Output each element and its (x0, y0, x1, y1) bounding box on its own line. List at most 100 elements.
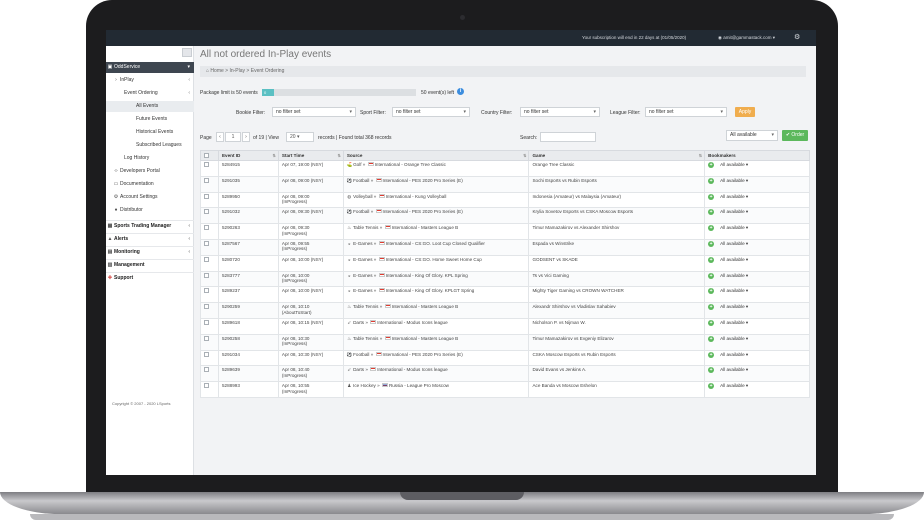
search-input[interactable] (540, 132, 596, 142)
table-row[interactable]: 5290258 Apr 08, 10:30 (InProgress) ♨ Table … (200, 333, 810, 351)
sidebar-item-distributor[interactable]: ● Distributor (106, 205, 194, 216)
table-row[interactable]: 5291035 Apr 08, 09:00 (NSY) ⚽ Football » I… (200, 175, 810, 193)
add-icon[interactable]: + (708, 225, 715, 232)
info-icon[interactable]: i (457, 88, 464, 95)
sidebar-item-oddservice[interactable]: ▣ OddService ▾ (106, 62, 194, 73)
row-checkbox[interactable] (200, 223, 219, 240)
column-start-time[interactable]: Start Time ⇅ (277, 150, 344, 161)
add-icon[interactable]: + (708, 209, 715, 216)
row-checkbox[interactable] (200, 286, 219, 304)
row-checkbox[interactable] (200, 381, 219, 398)
row-checkbox[interactable] (200, 317, 219, 335)
add-icon[interactable]: + (708, 351, 715, 358)
column-game[interactable]: Game ⇅ (528, 150, 706, 161)
bookmakers-select[interactable]: All available ▾ (720, 240, 749, 246)
row-checkbox[interactable] (200, 270, 219, 288)
table-row[interactable]: 5284915 Apr 07, 19:00 (NSY) ⛳ Golf » Inter… (200, 160, 810, 177)
sport-filter-select[interactable]: no filter set ▾ (392, 107, 470, 117)
bookmakers-select[interactable]: All available ▾ (720, 225, 749, 231)
sidebar-item-support[interactable]: ✚ Support (106, 272, 194, 283)
row-checkbox[interactable] (200, 365, 219, 383)
row-checkbox[interactable] (200, 175, 219, 193)
add-icon[interactable]: + (708, 367, 715, 374)
row-checkbox[interactable] (200, 349, 219, 367)
add-icon[interactable]: + (708, 383, 715, 390)
bookmakers-select[interactable]: All available ▾ (720, 177, 749, 183)
bookie-filter-select[interactable]: no filter set ▾ (272, 107, 356, 117)
add-icon[interactable]: + (708, 177, 715, 184)
table-row[interactable]: 5287567 Apr 08, 09:55 (InProgress) ◒ E-Game… (200, 238, 810, 256)
row-checkbox[interactable] (200, 254, 219, 272)
table-row[interactable]: 5289639 Apr 08, 10:40 (InProgress) ➶ Darts … (200, 365, 810, 383)
column-event-id[interactable]: Event ID ⇅ (217, 150, 279, 161)
availability-select[interactable]: All available ▾ (726, 130, 778, 141)
country-filter-select[interactable]: no filter set ▾ (520, 107, 600, 117)
breadcrumb-inplay[interactable]: In-Play (229, 68, 246, 74)
sidebar-item-subscribed-leagues[interactable]: Subscribed Leagues (136, 142, 182, 148)
add-icon[interactable]: + (708, 272, 715, 279)
add-icon[interactable]: + (708, 319, 715, 326)
view-count-select[interactable]: 20 ▾ (286, 132, 314, 142)
table-row[interactable]: 5291032 Apr 08, 09:30 (NSY) ⚽ Football » I… (200, 207, 810, 225)
add-icon[interactable]: + (708, 256, 715, 263)
table-row[interactable]: 5288993 Apr 08, 10:55 (InProgress) ♟ Ice Ho… (200, 381, 810, 398)
sidebar-item-sports-trading-manager[interactable]: ▦ Sports Trading Manager ‹ (106, 220, 194, 231)
table-row[interactable]: 5289950 Apr 08, 09:00 (InProgress) ◍ Volley… (200, 191, 810, 209)
sidebar-item-inplay[interactable]: › InPlay ‹ (106, 75, 194, 86)
add-icon[interactable]: + (708, 240, 715, 247)
next-page-button[interactable]: › (242, 132, 250, 142)
bookmakers-select[interactable]: All available ▾ (720, 383, 749, 389)
select-all-checkbox[interactable] (200, 150, 219, 161)
row-checkbox[interactable] (200, 207, 219, 225)
bookmakers-select[interactable]: All available ▾ (720, 209, 749, 215)
sidebar-item-all-events[interactable]: All Events (106, 101, 194, 112)
bookmakers-select[interactable]: All available ▾ (720, 367, 749, 373)
row-checkbox[interactable] (200, 333, 219, 351)
bookmakers-select[interactable]: All available ▾ (720, 272, 749, 278)
table-row[interactable]: 5290263 Apr 08, 09:30 (InProgress) ♨ Table … (200, 223, 810, 240)
bookmakers-select[interactable]: All available ▾ (720, 304, 749, 310)
bookmakers-select[interactable]: All available ▾ (720, 335, 749, 341)
add-icon[interactable]: + (708, 335, 715, 342)
add-icon[interactable]: + (708, 288, 715, 295)
gear-icon[interactable]: ⚙ (794, 34, 801, 41)
add-icon[interactable]: + (708, 304, 715, 311)
order-button[interactable]: ✔ Order (782, 130, 808, 141)
sidebar-item-alerts[interactable]: ▲ Alerts ‹ (106, 233, 194, 244)
add-icon[interactable]: + (708, 193, 715, 200)
sidebar-item-documentation[interactable]: ▭ Documentation (106, 179, 194, 190)
row-checkbox[interactable] (200, 191, 219, 209)
sidebar-item-future-events[interactable]: Future Events (136, 116, 168, 122)
bookmakers-select[interactable]: All available ▾ (720, 162, 749, 167)
bookmakers-select[interactable]: All available ▾ (720, 256, 749, 262)
sidebar-item-developers-portal[interactable]: ‹› Developers Portal (106, 166, 194, 177)
sidebar-item-historical-events[interactable]: Historical Events (136, 129, 174, 135)
apply-button[interactable]: Apply (735, 107, 755, 117)
column-source[interactable]: Source ⇅ (342, 150, 530, 161)
bookmakers-select[interactable]: All available ▾ (720, 193, 749, 199)
row-checkbox[interactable] (200, 302, 219, 319)
table-row[interactable]: 5280720 Apr 08, 10:00 (NSY) ◒ E-Games » In… (200, 254, 810, 272)
league-filter-select[interactable]: no filter set ▾ (645, 107, 727, 117)
sidebar-item-log-history[interactable]: Log History (124, 155, 150, 161)
table-row[interactable]: 5283777 Apr 08, 10:00 (InProgress) ◒ E-Game… (200, 270, 810, 288)
row-checkbox[interactable] (200, 160, 219, 177)
sidebar-toggle[interactable] (182, 48, 192, 57)
table-row[interactable]: 5289237 Apr 08, 10:00 (NSY) ◒ E-Games » In… (200, 286, 810, 304)
sidebar-item-monitoring[interactable]: ▤ Monitoring ‹ (106, 246, 194, 257)
table-row[interactable]: 5291034 Apr 08, 10:30 (NSY) ⚽ Football » I… (200, 349, 810, 367)
breadcrumb-home[interactable]: Home (210, 68, 224, 74)
sidebar-item-account-settings[interactable]: ⚙ Account Settings (106, 192, 194, 203)
table-row[interactable]: 5289618 Apr 08, 10:15 (NSY) ➶ Darts » Inte… (200, 317, 810, 335)
bookmakers-select[interactable]: All available ▾ (720, 288, 749, 294)
sidebar-item-event-ordering[interactable]: Event Ordering ‹ (106, 88, 194, 99)
table-row[interactable]: 5290259 Apr 08, 10:10 (AboutToStart) ♨ Tabl… (200, 302, 810, 319)
row-checkbox[interactable] (200, 238, 219, 256)
page-number-input[interactable]: 1 (225, 132, 241, 142)
prev-page-button[interactable]: ‹ (216, 132, 224, 142)
sidebar-item-management[interactable]: ▥ Management (106, 259, 194, 270)
bookmakers-select[interactable]: All available ▾ (720, 319, 749, 325)
add-icon[interactable]: + (708, 162, 715, 168)
bookmakers-select[interactable]: All available ▾ (720, 351, 749, 357)
user-menu[interactable]: ◉ amit@gammastack.com ▾ (718, 35, 776, 40)
